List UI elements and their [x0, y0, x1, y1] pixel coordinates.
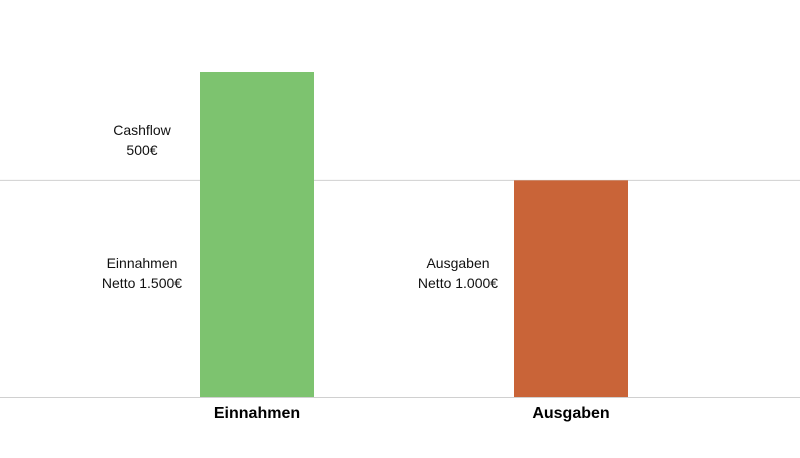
einnahmen-annotation-title: Einnahmen: [106, 255, 178, 271]
ausgaben-annotation-value: Netto 1.000€: [417, 275, 499, 291]
x-tick-label-ausgaben: Ausgaben: [532, 405, 609, 422]
x-tick-label-einnahmen: Einnahmen: [214, 405, 300, 422]
bar-einnahmen: [200, 72, 314, 397]
einnahmen-annotation-value: Netto 1.500€: [101, 275, 183, 291]
ausgaben-annotation-title: Ausgaben: [426, 255, 490, 271]
cashflow-label: Cashflow: [113, 122, 171, 138]
ausgaben-annotation: Ausgaben Netto 1.000€: [398, 253, 518, 293]
cashflow-annotation: Cashflow 500€: [92, 120, 192, 160]
einnahmen-annotation: Einnahmen Netto 1.500€: [82, 253, 202, 293]
bar-ausgaben: [514, 180, 628, 397]
cashflow-value: 500€: [126, 142, 158, 158]
